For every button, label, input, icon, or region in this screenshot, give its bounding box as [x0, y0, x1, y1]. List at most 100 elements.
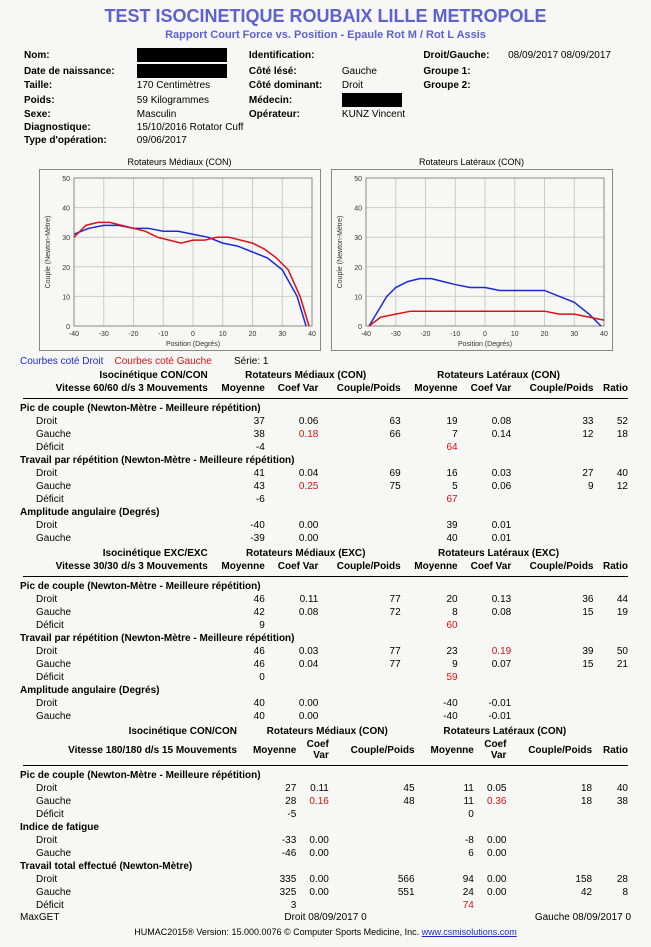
- diag-label: Diagnostique:: [20, 121, 133, 134]
- row-m: 37: [211, 415, 268, 428]
- row-cv: [299, 899, 332, 912]
- row-lcp: 12: [514, 428, 596, 441]
- row-m: 42: [211, 606, 268, 619]
- foot-gauche: Gauche 08/09/2017 0: [427, 912, 631, 923]
- row-lcv: 0.00: [477, 873, 510, 886]
- svg-text:10: 10: [510, 331, 518, 338]
- legend-droit: Courbes coté Droit: [20, 356, 103, 367]
- row-ratio: 50: [597, 645, 632, 658]
- section-name: Pic de couple (Newton-Mètre - Meilleure …: [20, 769, 631, 782]
- row-label: Droit: [20, 697, 211, 710]
- data-row: Gauche 38 0.18 66 7 0.14 12 18: [20, 428, 631, 441]
- data-row: Déficit 3 74: [20, 899, 631, 912]
- cote-dom-value: Droit: [338, 79, 419, 92]
- col-lcoef: CoefVar: [477, 738, 510, 762]
- row-m: -6: [211, 493, 268, 506]
- speed-label: Vitesse 180/180 d/s 15 Mouvements: [20, 738, 240, 762]
- row-m: 40: [211, 697, 268, 710]
- col-moy: Moyenne: [240, 738, 299, 762]
- row-cv: [268, 619, 322, 632]
- row-lcv: [461, 441, 515, 454]
- row-lcp: 39: [514, 645, 596, 658]
- row-cp: [321, 697, 403, 710]
- svg-text:20: 20: [62, 265, 70, 272]
- row-lcv: [461, 671, 515, 684]
- row-m: 46: [211, 593, 268, 606]
- group1-label: Groupe 1:: [419, 63, 504, 79]
- row-lcp: [509, 808, 595, 821]
- row-lcp: 27: [514, 467, 596, 480]
- svg-text:50: 50: [354, 176, 362, 183]
- row-m: 27: [240, 782, 299, 795]
- row-cp: 551: [332, 886, 418, 899]
- row-m: 9: [211, 619, 268, 632]
- row-lcp: [514, 697, 596, 710]
- group2-label: Groupe 2:: [419, 79, 504, 92]
- row-lcv: 0.00: [477, 847, 510, 860]
- row-m: 40: [211, 710, 268, 723]
- section-name: Travail par répétition (Newton-Mètre - M…: [20, 454, 631, 467]
- cote-dom-label: Côté dominant:: [245, 79, 338, 92]
- row-cv: 0.00: [299, 873, 332, 886]
- row-cv: 0.00: [268, 519, 322, 532]
- footer-link[interactable]: www.csmisolutions.com: [422, 927, 517, 937]
- side-value: 08/09/2017 08/09/2017: [504, 47, 631, 63]
- footer-text: HUMAC2015® Version: 15.000.0076 © Comput…: [134, 927, 419, 937]
- row-label: Déficit: [20, 808, 240, 821]
- row-lcv: -0.01: [461, 710, 515, 723]
- row-label: Déficit: [20, 441, 211, 454]
- svg-text:10: 10: [218, 331, 226, 338]
- chart-left-caption: Rotateurs Médiaux (CON): [39, 157, 321, 167]
- med-header: Rotateurs Médiaux (CON): [240, 725, 418, 738]
- row-label: Déficit: [20, 899, 240, 912]
- row-m: 3: [240, 899, 299, 912]
- col-lmoy: Moyenne: [418, 738, 477, 762]
- row-cp: 69: [321, 467, 403, 480]
- operateur-label: Opérateur:: [245, 108, 338, 121]
- col-ratio: Ratio: [597, 560, 632, 573]
- row-lm: 11: [418, 795, 477, 808]
- svg-text:20: 20: [540, 331, 548, 338]
- row-m: 0: [211, 671, 268, 684]
- data-row: Droit 46 0.11 77 20 0.13 36 44: [20, 593, 631, 606]
- row-lcv: [477, 808, 510, 821]
- svg-text:40: 40: [62, 206, 70, 213]
- row-lcp: [514, 441, 596, 454]
- row-lcp: 15: [514, 658, 596, 671]
- row-lcv: 0.14: [461, 428, 515, 441]
- row-lcp: 15: [514, 606, 596, 619]
- row-cv: 0.03: [268, 645, 322, 658]
- data-row: Déficit -6 67: [20, 493, 631, 506]
- data-row: Gauche 43 0.25 75 5 0.06 9 12: [20, 480, 631, 493]
- row-cv: 0.08: [268, 606, 322, 619]
- row-label: Gauche: [20, 606, 211, 619]
- data-row: Gauche -39 0.00 40 0.01: [20, 532, 631, 545]
- row-lcv: [461, 619, 515, 632]
- row-lm: 6: [418, 847, 477, 860]
- med-header: Rotateurs Médiaux (EXC): [211, 547, 404, 560]
- iso-label: Isocinétique EXC/EXC: [20, 547, 211, 560]
- row-lcv: 0.01: [461, 532, 515, 545]
- row-lm: 64: [404, 441, 461, 454]
- row-ratio: 18: [597, 428, 632, 441]
- row-label: Déficit: [20, 619, 211, 632]
- chart-right-holder: Rotateurs Latéraux (CON) -40-30-20-10010…: [331, 157, 613, 354]
- row-lcp: [514, 493, 596, 506]
- row-cp: 566: [332, 873, 418, 886]
- chart-left: -40-30-20-1001020304001020304050Position…: [39, 169, 321, 351]
- row-label: Gauche: [20, 886, 240, 899]
- row-lm: 8: [404, 606, 461, 619]
- lat-header: Rotateurs Latéraux (CON): [418, 725, 596, 738]
- foot-maxget: MaxGET: [20, 912, 224, 923]
- row-cp: [321, 441, 403, 454]
- data-row: Gauche 40 0.00 -40 -0.01: [20, 710, 631, 723]
- svg-text:Position (Degrés): Position (Degrés): [457, 341, 511, 348]
- svg-text:0: 0: [483, 331, 487, 338]
- row-lm: 23: [404, 645, 461, 658]
- row-ratio: [597, 619, 632, 632]
- row-ratio: 21: [597, 658, 632, 671]
- foot-droit: Droit 08/09/2017 0: [224, 912, 428, 923]
- row-cv: 0.25: [268, 480, 322, 493]
- data-row: Droit -40 0.00 39 0.01: [20, 519, 631, 532]
- row-ratio: 44: [597, 593, 632, 606]
